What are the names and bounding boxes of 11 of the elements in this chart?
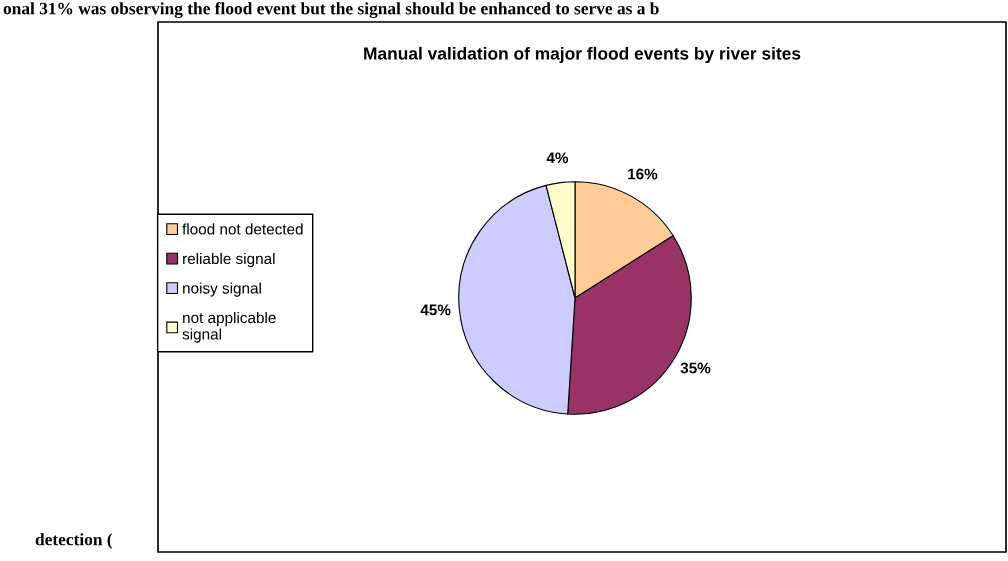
text: detection (	[35, 533, 113, 549]
data-label: 16%	[628, 168, 658, 180]
legend-label: noisy signal	[183, 282, 261, 297]
legend-label: flood not detected	[182, 223, 303, 235]
data-label: 4%	[546, 152, 569, 164]
text: onal 31% was observing the flood event but the signal should be enhanced to serve as a b	[3, 2, 659, 19]
chart-title: Manual validation of major flood events by river sites	[364, 46, 801, 64]
legend-label: not applicable signal	[182, 311, 276, 343]
data-label: 45%	[420, 304, 451, 316]
data-label: 35%	[680, 362, 711, 374]
legend-label: reliable signal	[183, 252, 275, 268]
